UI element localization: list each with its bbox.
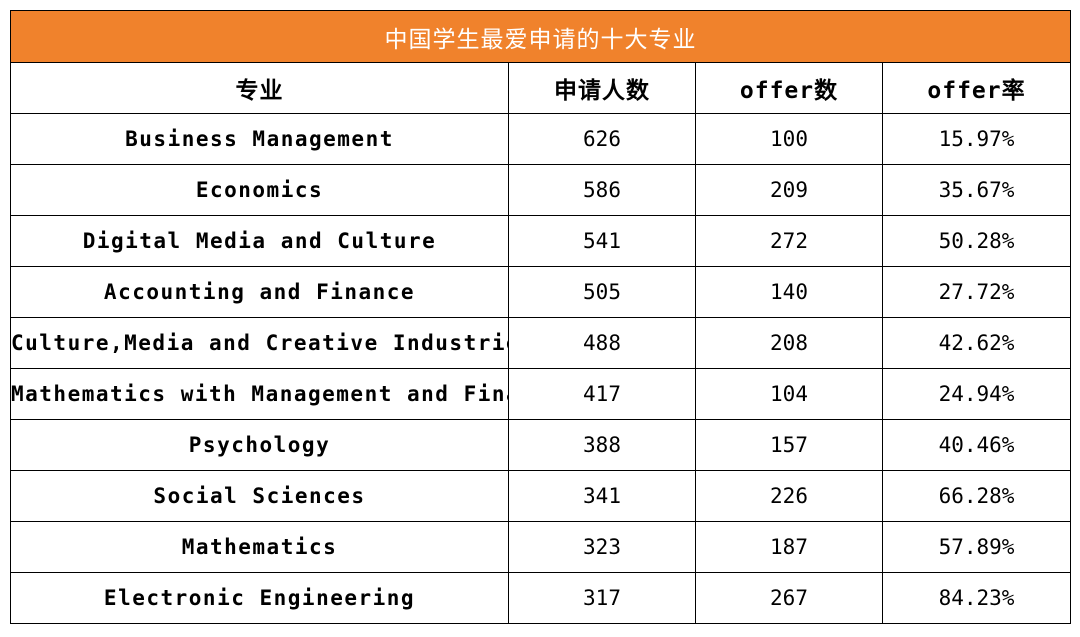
offers-cell: 187 bbox=[695, 521, 883, 573]
applicants-cell: 323 bbox=[508, 521, 696, 573]
table-row: Economics 586 209 35.67% bbox=[10, 164, 1071, 216]
header-row: 专业 申请人数 offer数 offer率 bbox=[10, 62, 1071, 114]
major-cell: Digital Media and Culture bbox=[10, 215, 509, 267]
offers-cell: 226 bbox=[695, 470, 883, 522]
major-cell: Culture,Media and Creative Industries bbox=[10, 317, 509, 369]
rate-cell: 40.46% bbox=[882, 419, 1071, 471]
offers-cell: 208 bbox=[695, 317, 883, 369]
offers-cell: 104 bbox=[695, 368, 883, 420]
applicants-cell: 388 bbox=[508, 419, 696, 471]
major-cell: Psychology bbox=[10, 419, 509, 471]
rate-cell: 84.23% bbox=[882, 572, 1071, 624]
offers-cell: 140 bbox=[695, 266, 883, 318]
offers-cell: 272 bbox=[695, 215, 883, 267]
major-cell: Mathematics bbox=[10, 521, 509, 573]
offers-cell: 267 bbox=[695, 572, 883, 624]
table-title: 中国学生最爱申请的十大专业 bbox=[10, 10, 1071, 63]
header-offer-rate: offer率 bbox=[882, 62, 1071, 114]
title-row: 中国学生最爱申请的十大专业 bbox=[10, 10, 1071, 63]
major-cell: Accounting and Finance bbox=[10, 266, 509, 318]
rate-cell: 24.94% bbox=[882, 368, 1071, 420]
major-cell: Business Management bbox=[10, 113, 509, 165]
applicants-cell: 488 bbox=[508, 317, 696, 369]
table-row: Business Management 626 100 15.97% bbox=[10, 113, 1071, 165]
table-row: Culture,Media and Creative Industries 48… bbox=[10, 317, 1071, 369]
offers-cell: 100 bbox=[695, 113, 883, 165]
major-cell: Economics bbox=[10, 164, 509, 216]
rate-cell: 57.89% bbox=[882, 521, 1071, 573]
table-row: Accounting and Finance 505 140 27.72% bbox=[10, 266, 1071, 318]
offers-cell: 209 bbox=[695, 164, 883, 216]
applicants-cell: 626 bbox=[508, 113, 696, 165]
rate-cell: 35.67% bbox=[882, 164, 1071, 216]
offers-cell: 157 bbox=[695, 419, 883, 471]
rate-cell: 42.62% bbox=[882, 317, 1071, 369]
applicants-cell: 417 bbox=[508, 368, 696, 420]
table-row: Digital Media and Culture 541 272 50.28% bbox=[10, 215, 1071, 267]
major-cell: Mathematics with Management and Finance bbox=[10, 368, 509, 420]
applicants-cell: 341 bbox=[508, 470, 696, 522]
applicants-cell: 317 bbox=[508, 572, 696, 624]
table-row: Mathematics 323 187 57.89% bbox=[10, 521, 1071, 573]
table-row: Mathematics with Management and Finance … bbox=[10, 368, 1071, 420]
applicants-cell: 505 bbox=[508, 266, 696, 318]
table-row: Social Sciences 341 226 66.28% bbox=[10, 470, 1071, 522]
rate-cell: 66.28% bbox=[882, 470, 1071, 522]
rate-cell: 27.72% bbox=[882, 266, 1071, 318]
applicants-cell: 586 bbox=[508, 164, 696, 216]
header-offers: offer数 bbox=[695, 62, 883, 114]
rate-cell: 15.97% bbox=[882, 113, 1071, 165]
applicants-cell: 541 bbox=[508, 215, 696, 267]
majors-table-container: 中国学生最爱申请的十大专业 专业 申请人数 offer数 offer率 Busi… bbox=[10, 10, 1071, 624]
header-major: 专业 bbox=[10, 62, 509, 114]
header-applicants: 申请人数 bbox=[508, 62, 696, 114]
major-cell: Social Sciences bbox=[10, 470, 509, 522]
major-cell: Electronic Engineering bbox=[10, 572, 509, 624]
table-row: Psychology 388 157 40.46% bbox=[10, 419, 1071, 471]
table-row: Electronic Engineering 317 267 84.23% bbox=[10, 572, 1071, 624]
majors-table: 中国学生最爱申请的十大专业 专业 申请人数 offer数 offer率 Busi… bbox=[10, 10, 1071, 624]
rate-cell: 50.28% bbox=[882, 215, 1071, 267]
